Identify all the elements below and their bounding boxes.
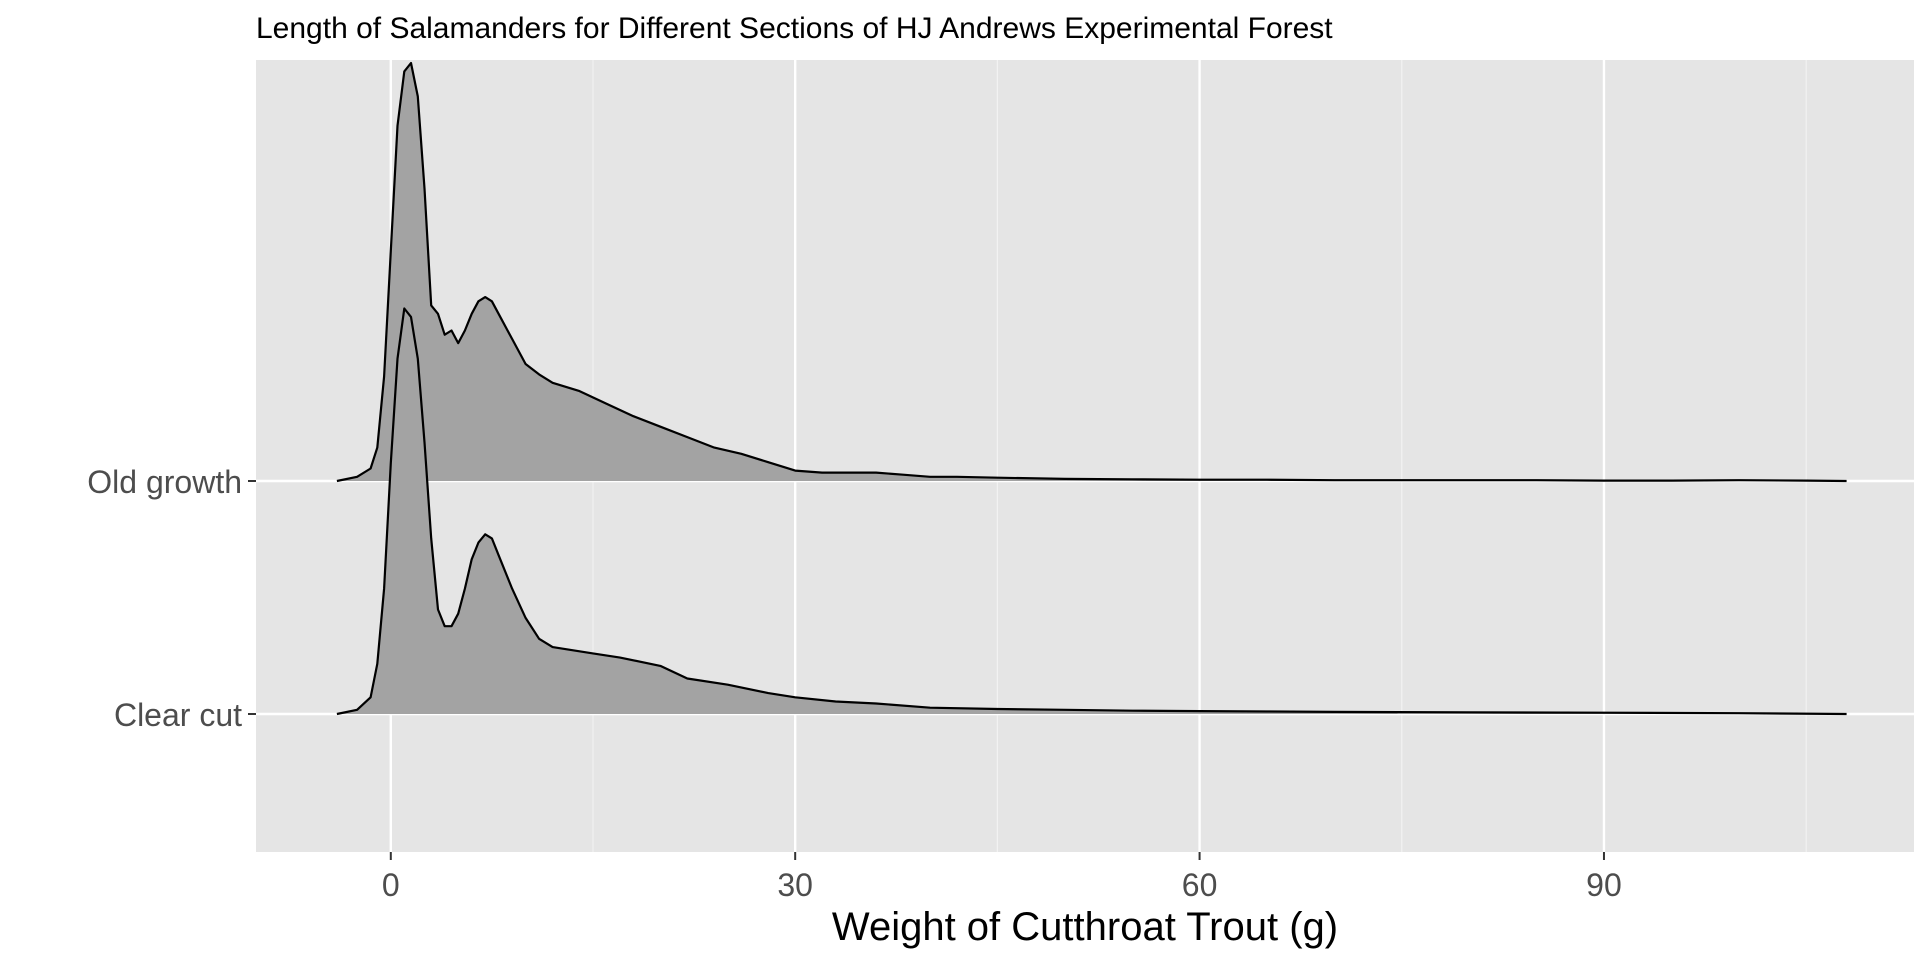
- ridge-line-old-growth: [336, 61, 1847, 483]
- y-tick-label: Clear cut: [114, 697, 242, 733]
- x-axis-label: Weight of Cutthroat Trout (g): [832, 905, 1338, 949]
- chart-title: Length of Salamanders for Different Sect…: [256, 12, 1333, 45]
- x-tick-label: 30: [777, 867, 813, 903]
- density-ridges: [336, 61, 1847, 716]
- ridge-fill-clear-cut: [336, 308, 1847, 714]
- x-tick-label: 0: [382, 867, 400, 903]
- axes: 0 30 60 90 Clear cut Old growth: [87, 464, 1621, 903]
- x-tick-label: 90: [1586, 867, 1622, 903]
- ridge-fill-old-growth: [336, 63, 1847, 481]
- x-tick-label: 60: [1182, 867, 1218, 903]
- y-tick-label: Old growth: [87, 464, 242, 500]
- ridge-line-clear-cut: [336, 307, 1847, 716]
